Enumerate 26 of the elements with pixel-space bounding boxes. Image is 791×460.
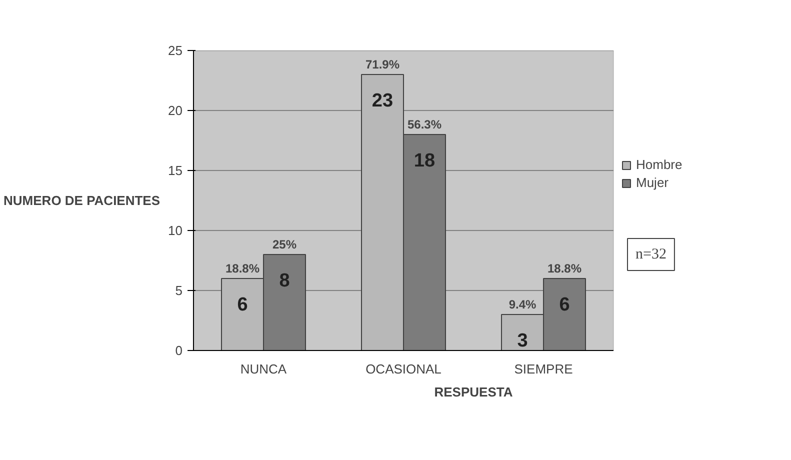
y-tick-label: 10 <box>168 223 183 238</box>
data-label: 6 <box>237 294 248 316</box>
y-tick-label: 0 <box>175 343 183 358</box>
annotation: 18.8% <box>547 262 582 276</box>
annotation: 18.8% <box>225 262 260 276</box>
annotation: 25% <box>272 238 297 252</box>
legend-label: Mujer <box>636 175 669 190</box>
data-label: 6 <box>559 294 570 316</box>
text: n=32 <box>636 246 666 262</box>
legend-label: Hombre <box>636 157 682 172</box>
x-tick-label: NUNCA <box>240 362 287 376</box>
annotation: 9.4% <box>508 298 537 312</box>
x-tick-label: SIEMPRE <box>514 362 574 376</box>
y-tick-label: 5 <box>175 283 183 298</box>
x-tick-label: OCASIONAL <box>366 362 442 376</box>
data-label: 3 <box>517 330 528 352</box>
y-tick-label: 25 <box>168 43 183 58</box>
data-label: 8 <box>279 270 290 292</box>
annotation: 56.3% <box>407 118 442 132</box>
data-label: 23 <box>372 90 394 112</box>
y-tick-label: 15 <box>168 163 183 178</box>
data-label: 18 <box>414 150 436 172</box>
annotation: 71.9% <box>365 58 400 72</box>
x-axis-title: RESPUESTA <box>434 384 514 400</box>
y-tick-label: 20 <box>168 103 183 118</box>
y-axis-title: NUMERO DE PACIENTES <box>4 193 160 208</box>
